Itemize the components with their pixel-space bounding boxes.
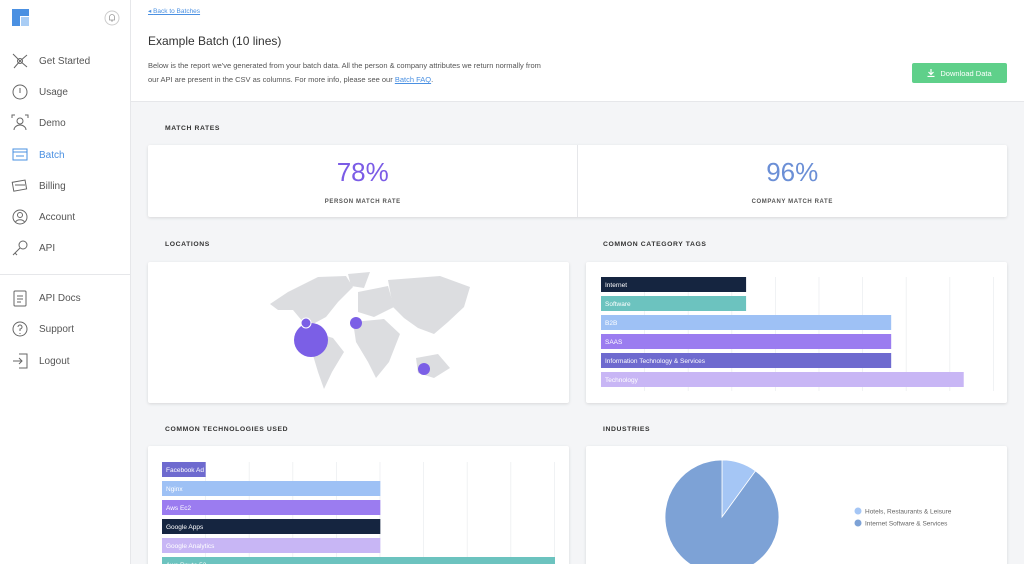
- bar-label: Software: [605, 301, 631, 308]
- rate-label: COMPANY MATCH RATE: [751, 199, 833, 205]
- faq-link[interactable]: Batch FAQ: [394, 75, 432, 84]
- divider: [0, 274, 130, 275]
- nav-item[interactable]: Batch: [39, 150, 65, 161]
- match-rate: 96% COMPANY MATCH RATE: [578, 145, 1008, 217]
- bar-label: Internet: [605, 282, 627, 289]
- legend-label: Internet Software & Services: [865, 520, 948, 527]
- bar: [162, 557, 555, 564]
- bar: [601, 372, 964, 387]
- nav-item[interactable]: Account: [39, 212, 76, 223]
- bar: [601, 334, 892, 349]
- legend-label: Hotels, Restaurants & Leisure: [865, 508, 952, 515]
- industries-card: Hotels, Restaurants & Leisure Internet So…: [586, 446, 1007, 564]
- location-bubble: [350, 317, 362, 329]
- bar-label: Google Apps: [166, 524, 204, 531]
- legend-swatch: [854, 519, 862, 527]
- back-link[interactable]: Back to Batches: [153, 8, 201, 15]
- bar-label: Aws Ec2: [166, 505, 192, 512]
- section-title: INDUSTRIES: [603, 426, 651, 433]
- divider: [577, 145, 578, 217]
- description: Below is the report we've generated from…: [148, 61, 541, 84]
- header: ◂ Back to Batches Example Batch (10 line…: [131, 0, 1024, 102]
- page-title: Example Batch (10 lines): [148, 34, 282, 48]
- bar-label: Information Technology & Services: [605, 358, 706, 365]
- bar: [162, 462, 206, 477]
- bar: [162, 481, 381, 496]
- bar: [601, 315, 892, 330]
- nav-item[interactable]: Demo: [39, 118, 66, 129]
- technologies-card: Facebook Ad Nginx Aws Ec2 Google Apps Google…: [148, 446, 569, 564]
- rate-value: 96%: [766, 157, 819, 187]
- description-end: .: [431, 75, 434, 84]
- match-rate: 78% PERSON MATCH RATE: [148, 145, 578, 217]
- bar: [601, 296, 747, 311]
- section-title: LOCATIONS: [165, 241, 210, 248]
- legend-swatch: [854, 507, 862, 515]
- bar-label: Technology: [605, 377, 639, 384]
- nav-item[interactable]: Support: [39, 324, 75, 335]
- location-bubble: [300, 317, 312, 329]
- download-label[interactable]: Download Data: [940, 68, 992, 78]
- nav-item[interactable]: Usage: [39, 87, 68, 98]
- bar-chart: Internet Software B2B SAAS Information Techn…: [601, 277, 994, 391]
- bar-label: Aws Route 53: [166, 562, 207, 564]
- section-title: COMMON CATEGORY TAGS: [603, 241, 707, 248]
- bar-label: Nginx: [166, 486, 183, 493]
- download-button[interactable]: Download Data: [912, 63, 1007, 83]
- bar-label: SAAS: [605, 339, 623, 346]
- section-title: MATCH RATES: [165, 125, 221, 132]
- notification-bell[interactable]: [104, 10, 120, 26]
- bar-chart: Facebook Ad Nginx Aws Ec2 Google Apps Google…: [162, 462, 555, 564]
- pie-chart: Hotels, Restaurants & Leisure Internet So…: [664, 459, 952, 564]
- nav-item[interactable]: API: [39, 243, 56, 254]
- category-tags-card: Internet Software B2B SAAS Information Techn…: [586, 262, 1007, 403]
- bar: [601, 277, 747, 292]
- bar: [162, 500, 381, 515]
- logo[interactable]: [11, 8, 31, 28]
- locations-card: [148, 262, 569, 403]
- nav-icons: [11, 53, 29, 369]
- bar-label: Google Analytics: [166, 543, 215, 550]
- nav-item[interactable]: API Docs: [39, 293, 81, 304]
- location-bubble: [294, 323, 328, 357]
- section-title: COMMON TECHNOLOGIES USED: [165, 426, 289, 433]
- world-map: [270, 272, 470, 389]
- nav-item[interactable]: Logout: [39, 356, 70, 367]
- description-block: Below is the report we've generated from…: [148, 59, 548, 87]
- sidebar: Get Started Usage Demo Batch Billing Acc…: [0, 0, 131, 564]
- nav-item[interactable]: Get Started: [39, 56, 91, 67]
- rate-label: PERSON MATCH RATE: [324, 199, 401, 205]
- bar: [601, 353, 892, 368]
- bar: [162, 538, 381, 553]
- bar-label: Facebook Ad: [166, 467, 204, 474]
- bar: [162, 519, 381, 534]
- back-link-wrap[interactable]: ◂ Back to Batches: [148, 8, 201, 15]
- match-rates-card: 78% PERSON MATCH RATE 96% COMPANY MATCH …: [148, 145, 1007, 217]
- location-bubble: [418, 363, 430, 375]
- pie-slice: [664, 459, 780, 564]
- bar-label: B2B: [605, 320, 617, 327]
- nav-item[interactable]: Billing: [39, 181, 66, 192]
- rate-value: 78%: [336, 157, 389, 187]
- download-icon: [927, 69, 935, 77]
